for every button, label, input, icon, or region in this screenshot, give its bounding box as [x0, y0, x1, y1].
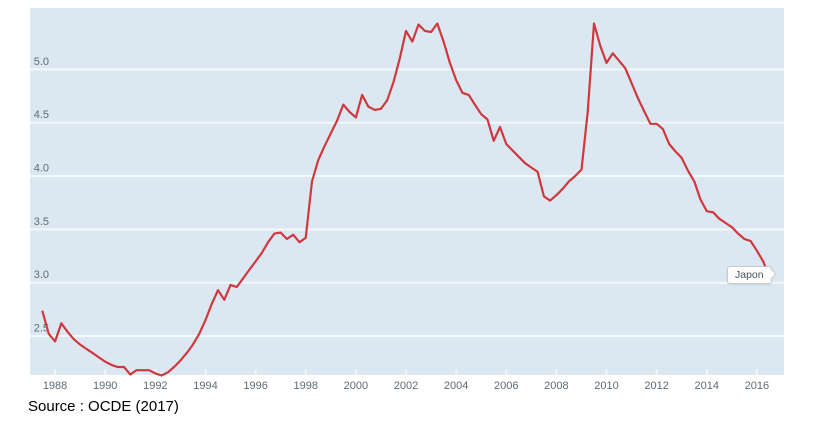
x-tick-label: 1992: [143, 380, 167, 392]
y-tick-label: 2.5: [34, 323, 49, 335]
x-tick-label: 2010: [594, 380, 618, 392]
y-tick-label: 4.0: [34, 163, 49, 175]
series-line-japon[interactable]: [41, 22, 771, 377]
y-tick-label: 3.0: [34, 269, 49, 281]
x-tick-label: 2004: [444, 380, 468, 392]
x-tick-label: 1988: [43, 380, 67, 392]
x-tick-label: 1990: [93, 380, 117, 392]
x-tick-label: 1996: [243, 380, 267, 392]
x-tick-label: 1998: [293, 380, 317, 392]
y-tick-label: 3.5: [34, 216, 49, 228]
y-tick-label: 4.5: [34, 109, 49, 121]
x-tick-label: 2014: [695, 380, 719, 392]
tooltip-label: Japon: [735, 269, 764, 281]
source-caption: Source : OCDE (2017): [28, 398, 179, 415]
x-tick-label: 1994: [193, 380, 217, 392]
chart-canvas[interactable]: 2.5 3.0 3.5 4.0 4.5 5.0 1988 1990 1992 1994 1996 19…: [0, 0, 833, 394]
x-tick-label: 2006: [494, 380, 518, 392]
series-tooltip: Japon: [727, 266, 777, 284]
line-chart[interactable]: 2.5 3.0 3.5 4.0 4.5 5.0 1988 1990 1992 1994 1996 19…: [0, 0, 833, 394]
x-tick-label: 2002: [394, 380, 418, 392]
x-tick-label: 2012: [644, 380, 668, 392]
x-tick-label: 2000: [344, 380, 368, 392]
x-tick-label: 2008: [544, 380, 568, 392]
plot-area[interactable]: [30, 8, 784, 375]
x-tick-label: 2016: [745, 380, 769, 392]
y-tick-label: 5.0: [34, 56, 49, 68]
